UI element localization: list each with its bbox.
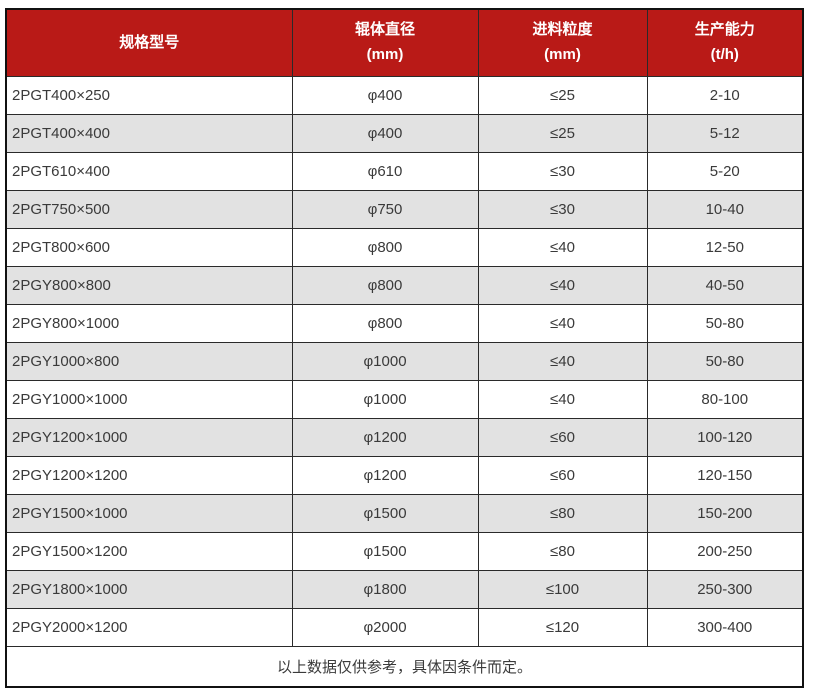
- roller-diameter-cell: φ1500: [291, 493, 479, 533]
- capacity-cell: 50-80: [646, 303, 804, 343]
- model-cell: 2PGY800×1000: [5, 303, 293, 343]
- capacity-cell: 50-80: [646, 341, 804, 381]
- roller-diameter-cell: φ2000: [291, 607, 479, 647]
- model-cell: 2PGY1200×1200: [5, 455, 293, 495]
- roller-diameter-cell: φ1500: [291, 531, 479, 571]
- roller-diameter-cell: φ800: [291, 265, 479, 305]
- feed-size-cell: ≤120: [477, 607, 648, 647]
- model-cell: 2PGT750×500: [5, 189, 293, 229]
- model-cell: 2PGT800×600: [5, 227, 293, 267]
- model-cell: 2PGY1500×1000: [5, 493, 293, 533]
- spec-table-body: 2PGT400×250 φ400 ≤25 2-10 2PGT400×400 φ400 ≤25…: [5, 75, 804, 647]
- model-cell: 2PGT610×400: [5, 151, 293, 191]
- column-header-capacity: 生产能力 (t/h): [646, 8, 804, 77]
- capacity-cell: 80-100: [646, 379, 804, 419]
- model-cell: 2PGY1500×1200: [5, 531, 293, 571]
- capacity-cell: 200-250: [646, 531, 804, 571]
- roller-diameter-cell: φ1000: [291, 379, 479, 419]
- model-cell: 2PGT400×250: [5, 75, 293, 115]
- feed-size-cell: ≤40: [477, 379, 648, 419]
- feed-size-cell: ≤40: [477, 341, 648, 381]
- spec-table-header: 规格型号 辊体直径 (mm) 进料粒度 (mm) 生产能力 (t/h): [5, 8, 804, 77]
- model-cell: 2PGY1800×1000: [5, 569, 293, 609]
- roller-diameter-cell: φ800: [291, 227, 479, 267]
- column-header-model: 规格型号: [5, 8, 293, 77]
- spec-table-footer: 以上数据仅供参考，具体因条件而定。: [5, 645, 804, 688]
- roller-diameter-cell: φ400: [291, 113, 479, 153]
- model-cell: 2PGY800×800: [5, 265, 293, 305]
- table-row: 2PGT400×400 φ400 ≤25 5-12: [5, 113, 804, 153]
- column-header-label: 规格型号: [119, 33, 180, 51]
- capacity-cell: 12-50: [646, 227, 804, 267]
- feed-size-cell: ≤80: [477, 531, 648, 571]
- capacity-cell: 10-40: [646, 189, 804, 229]
- table-row: 2PGY800×800 φ800 ≤40 40-50: [5, 265, 804, 305]
- column-header-label: 辊体直径: [354, 21, 415, 39]
- table-row: 2PGY1000×800 φ1000 ≤40 50-80: [5, 341, 804, 381]
- feed-size-cell: ≤25: [477, 113, 648, 153]
- roller-diameter-cell: φ1200: [291, 417, 479, 457]
- table-row: 2PGY1800×1000 φ1800 ≤100 250-300: [5, 569, 804, 609]
- capacity-cell: 250-300: [646, 569, 804, 609]
- feed-size-cell: ≤80: [477, 493, 648, 533]
- feed-size-cell: ≤60: [477, 417, 648, 457]
- roller-diameter-cell: φ400: [291, 75, 479, 115]
- table-row: 2PGY1200×1200 φ1200 ≤60 120-150: [5, 455, 804, 495]
- column-header-unit: (mm): [366, 46, 404, 64]
- table-row: 2PGT610×400 φ610 ≤30 5-20: [5, 151, 804, 191]
- capacity-cell: 40-50: [646, 265, 804, 305]
- footnote-text: 以上数据仅供参考，具体因条件而定。: [5, 645, 804, 688]
- feed-size-cell: ≤60: [477, 455, 648, 495]
- model-cell: 2PGY1200×1000: [5, 417, 293, 457]
- roller-diameter-cell: φ800: [291, 303, 479, 343]
- capacity-cell: 150-200: [646, 493, 804, 533]
- capacity-cell: 300-400: [646, 607, 804, 647]
- model-cell: 2PGY1000×1000: [5, 379, 293, 419]
- model-cell: 2PGY2000×1200: [5, 607, 293, 647]
- feed-size-cell: ≤40: [477, 227, 648, 267]
- feed-size-cell: ≤30: [477, 151, 648, 191]
- column-header-feed-size: 进料粒度 (mm): [477, 8, 648, 77]
- column-header-roller-diameter: 辊体直径 (mm): [291, 8, 479, 77]
- table-row: 2PGY1500×1200 φ1500 ≤80 200-250: [5, 531, 804, 571]
- capacity-cell: 5-20: [646, 151, 804, 191]
- roller-diameter-cell: φ610: [291, 151, 479, 191]
- header-row: 规格型号 辊体直径 (mm) 进料粒度 (mm) 生产能力 (t/h): [5, 8, 804, 77]
- model-cell: 2PGT400×400: [5, 113, 293, 153]
- roller-diameter-cell: φ750: [291, 189, 479, 229]
- feed-size-cell: ≤40: [477, 303, 648, 343]
- table-row: 2PGT400×250 φ400 ≤25 2-10: [5, 75, 804, 115]
- table-row: 2PGY1500×1000 φ1500 ≤80 150-200: [5, 493, 804, 533]
- capacity-cell: 100-120: [646, 417, 804, 457]
- column-header-unit: (mm): [544, 46, 581, 64]
- capacity-cell: 120-150: [646, 455, 804, 495]
- roller-diameter-cell: φ1200: [291, 455, 479, 495]
- capacity-cell: 5-12: [646, 113, 804, 153]
- column-header-unit: (t/h): [710, 46, 739, 64]
- feed-size-cell: ≤30: [477, 189, 648, 229]
- table-row: 2PGY1000×1000 φ1000 ≤40 80-100: [5, 379, 804, 419]
- roller-diameter-cell: φ1000: [291, 341, 479, 381]
- feed-size-cell: ≤25: [477, 75, 648, 115]
- column-header-label: 进料粒度: [532, 21, 593, 39]
- capacity-cell: 2-10: [646, 75, 804, 115]
- footnote-row: 以上数据仅供参考，具体因条件而定。: [5, 645, 804, 688]
- column-header-label: 生产能力: [694, 21, 755, 39]
- table-row: 2PGY800×1000 φ800 ≤40 50-80: [5, 303, 804, 343]
- feed-size-cell: ≤40: [477, 265, 648, 305]
- feed-size-cell: ≤100: [477, 569, 648, 609]
- roller-diameter-cell: φ1800: [291, 569, 479, 609]
- model-cell: 2PGY1000×800: [5, 341, 293, 381]
- table-row: 2PGY2000×1200 φ2000 ≤120 300-400: [5, 607, 804, 647]
- table-row: 2PGT750×500 φ750 ≤30 10-40: [5, 189, 804, 229]
- spec-table: 规格型号 辊体直径 (mm) 进料粒度 (mm) 生产能力 (t/h) 2PGT400×25…: [5, 8, 804, 688]
- table-row: 2PGY1200×1000 φ1200 ≤60 100-120: [5, 417, 804, 457]
- table-row: 2PGT800×600 φ800 ≤40 12-50: [5, 227, 804, 267]
